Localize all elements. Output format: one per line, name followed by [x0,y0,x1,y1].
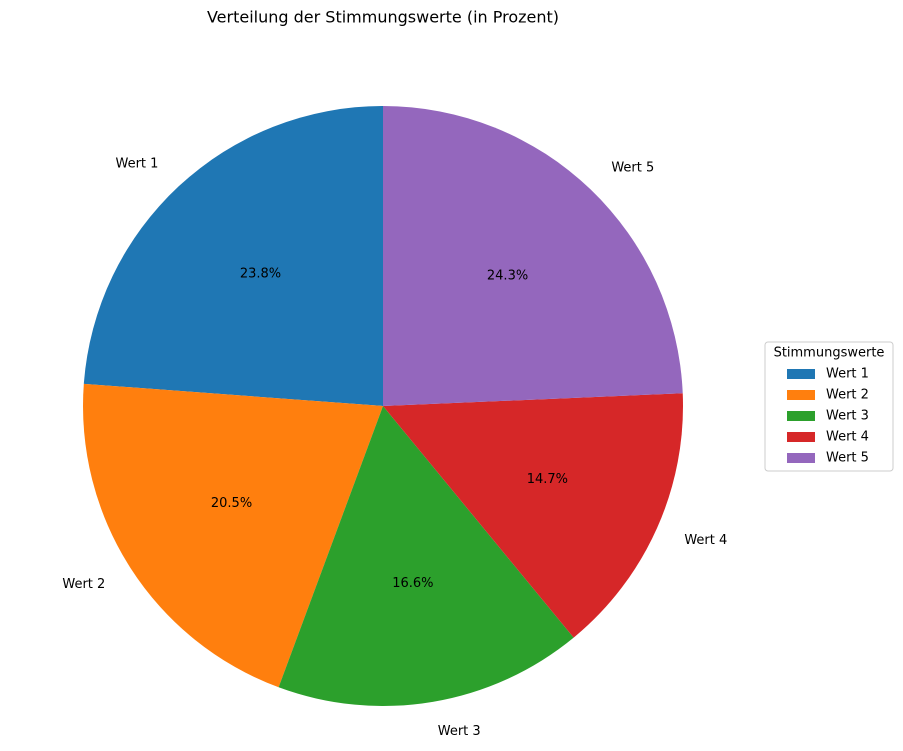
slice-label: Wert 3 [438,724,481,739]
legend-label: Wert 1 [826,367,869,382]
legend-swatch [787,432,815,442]
pie-slice [383,106,683,406]
legend-swatch [787,411,815,421]
pie-slice [278,406,574,706]
legend-swatch [787,369,815,379]
percent-label: 23.8% [240,267,281,282]
legend-label: Wert 4 [826,430,869,445]
slice-label: Wert 4 [684,533,727,548]
legend-title: Stimmungswerte [774,346,885,361]
legend-swatch [787,453,815,463]
legend-label: Wert 5 [826,451,869,466]
legend-swatch [787,390,815,400]
pie-slice [383,393,683,638]
slice-label: Wert 2 [62,577,105,592]
slice-label: Wert 1 [115,157,158,172]
legend-label: Wert 2 [826,388,869,403]
percent-label: 20.5% [211,496,252,511]
percent-label: 24.3% [487,269,528,284]
percent-label: 14.7% [527,472,568,487]
pie-slice [83,106,383,406]
chart-title: Verteilung der Stimmungswerte (in Prozen… [207,8,559,27]
legend-label: Wert 3 [826,409,869,424]
percent-label: 16.6% [392,576,433,591]
pie-slice [83,383,383,688]
slice-label: Wert 5 [611,160,654,175]
